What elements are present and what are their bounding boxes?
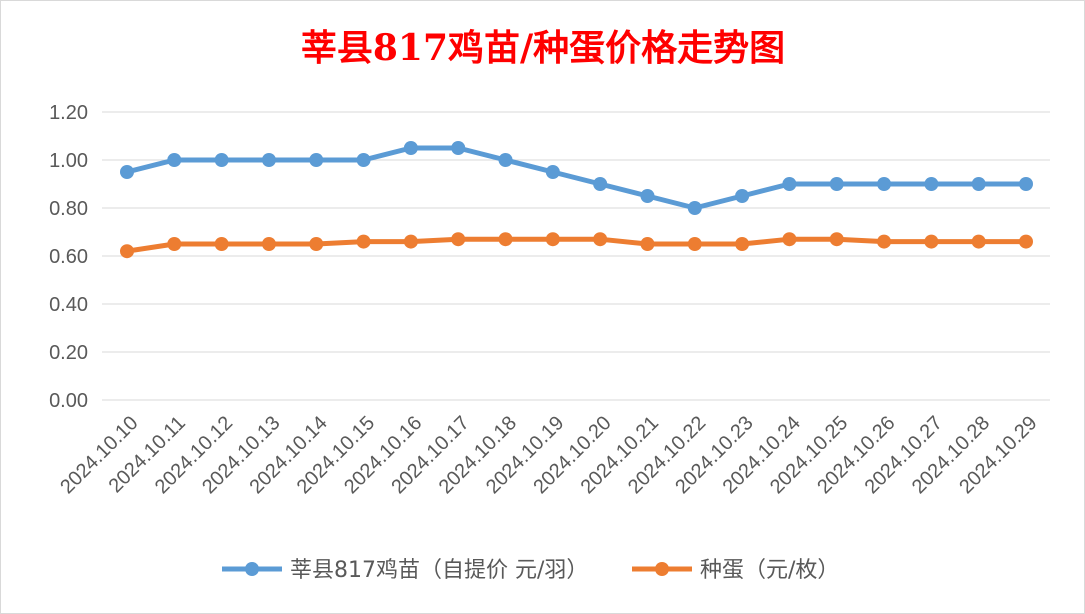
- y-tick-label: 0.80: [49, 198, 88, 220]
- legend-item-1: 莘县817鸡苗（自提价 元/羽）: [222, 558, 588, 583]
- series-2-point: [261, 237, 276, 251]
- series-2-point: [167, 237, 182, 251]
- series-1-point: [593, 177, 608, 191]
- series-1-point: [640, 189, 655, 203]
- y-tick-label: 0.40: [49, 294, 88, 316]
- series-2-point: [403, 234, 418, 249]
- legend-item-2: 种蛋（元/枚）: [632, 558, 839, 583]
- legend: 莘县817鸡苗（自提价 元/羽） 种蛋（元/枚）: [222, 558, 839, 583]
- series-2-point: [451, 232, 466, 247]
- series-1-line: [124, 145, 1029, 211]
- series-2-point: [498, 232, 513, 247]
- y-axis-tick-labels: 0.00 0.20 0.40 0.60 0.80 1.00 1.20: [49, 102, 88, 412]
- legend-label: 种蛋（元/枚）: [700, 558, 839, 583]
- series-1-point: [687, 201, 702, 215]
- series-1-point: [498, 153, 513, 167]
- series-1-point: [309, 153, 324, 167]
- series-1-point: [120, 165, 134, 179]
- series-2-point: [924, 234, 939, 249]
- y-tick-label: 0.60: [49, 246, 88, 268]
- series-1-point: [924, 177, 939, 191]
- series-1: [120, 141, 1033, 215]
- series-2-point: [971, 234, 986, 249]
- y-tick-label: 0.00: [49, 390, 88, 412]
- chart-title: 莘县817鸡苗/种蛋价格走势图: [301, 27, 785, 69]
- legend-label: 莘县817鸡苗（自提价 元/羽）: [290, 558, 588, 583]
- series-group: [120, 141, 1033, 259]
- legend-marker-swatch: [245, 562, 259, 576]
- series-1-point: [971, 177, 986, 191]
- y-tick-label: 1.20: [49, 102, 88, 124]
- series-2: [120, 232, 1033, 259]
- series-1-point: [167, 153, 182, 167]
- series-1-point: [403, 141, 418, 155]
- series-1-point: [829, 177, 844, 191]
- series-1-point: [782, 177, 797, 191]
- series-2-point: [356, 234, 371, 249]
- series-2-point: [877, 234, 892, 249]
- series-2-point: [735, 237, 750, 251]
- legend-marker-swatch: [655, 562, 669, 576]
- series-1-point: [877, 177, 892, 191]
- series-2-point: [309, 237, 324, 251]
- series-2-point: [687, 237, 702, 251]
- y-tick-label: 1.00: [49, 150, 88, 172]
- series-2-point: [782, 232, 797, 247]
- series-2-point: [593, 232, 608, 247]
- series-1-point: [214, 153, 229, 167]
- series-2-point: [829, 232, 844, 247]
- series-1-point: [261, 153, 276, 167]
- series-1-point: [451, 141, 466, 155]
- series-2-point: [1019, 234, 1033, 249]
- series-2-point: [545, 232, 560, 247]
- series-2-point: [214, 237, 229, 251]
- series-1-point: [735, 189, 750, 203]
- series-2-line: [124, 236, 1029, 254]
- y-tick-label: 0.20: [49, 342, 88, 364]
- series-2-point: [120, 244, 134, 259]
- series-1-point: [1019, 177, 1033, 191]
- series-1-point: [545, 165, 560, 179]
- series-1-point: [356, 153, 371, 167]
- series-2-point: [640, 237, 655, 251]
